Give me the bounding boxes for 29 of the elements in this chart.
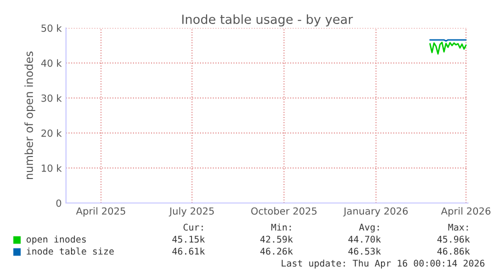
text: 45.96k bbox=[437, 236, 470, 243]
x-tick-label: April 2026 bbox=[441, 207, 490, 217]
y-tick-label: 30 k bbox=[41, 94, 62, 102]
legend-label: open inodes bbox=[26, 236, 86, 244]
y-tick-label: 50 k bbox=[41, 24, 62, 32]
text: Last update: Thu Apr 16 00:00:14 2026 bbox=[282, 260, 484, 268]
y-tick-label: 20 k bbox=[41, 129, 62, 137]
text: Avg: bbox=[359, 224, 379, 232]
line-series bbox=[429, 42, 467, 55]
legend-label: inode table size bbox=[26, 248, 114, 255]
text: 46.86k bbox=[437, 248, 470, 255]
x-tick-label: October 2025 bbox=[251, 207, 317, 215]
y-tick-label: 40 k bbox=[41, 59, 62, 67]
text: 46.61k bbox=[172, 248, 205, 255]
y-axis-title: number of open inodes bbox=[24, 52, 36, 179]
text: Min: bbox=[271, 224, 291, 231]
x-tick-label: April 2025 bbox=[76, 207, 126, 217]
text: 44.70k bbox=[348, 236, 381, 243]
y-tick-label: 0 bbox=[56, 199, 62, 207]
x-tick-label: July 2025 bbox=[168, 207, 214, 217]
text: Max: bbox=[448, 224, 468, 231]
text: 46.26k bbox=[260, 248, 293, 255]
x-tick-label: January 2026 bbox=[343, 207, 408, 217]
text: Cur: bbox=[184, 224, 203, 231]
chart-title: Inode table usage - by year bbox=[182, 14, 353, 26]
text: 42.59k bbox=[260, 236, 293, 243]
y-tick-label: 10 k bbox=[42, 164, 62, 172]
text: 45.15k bbox=[172, 236, 205, 243]
text: 46.53k bbox=[348, 248, 381, 255]
